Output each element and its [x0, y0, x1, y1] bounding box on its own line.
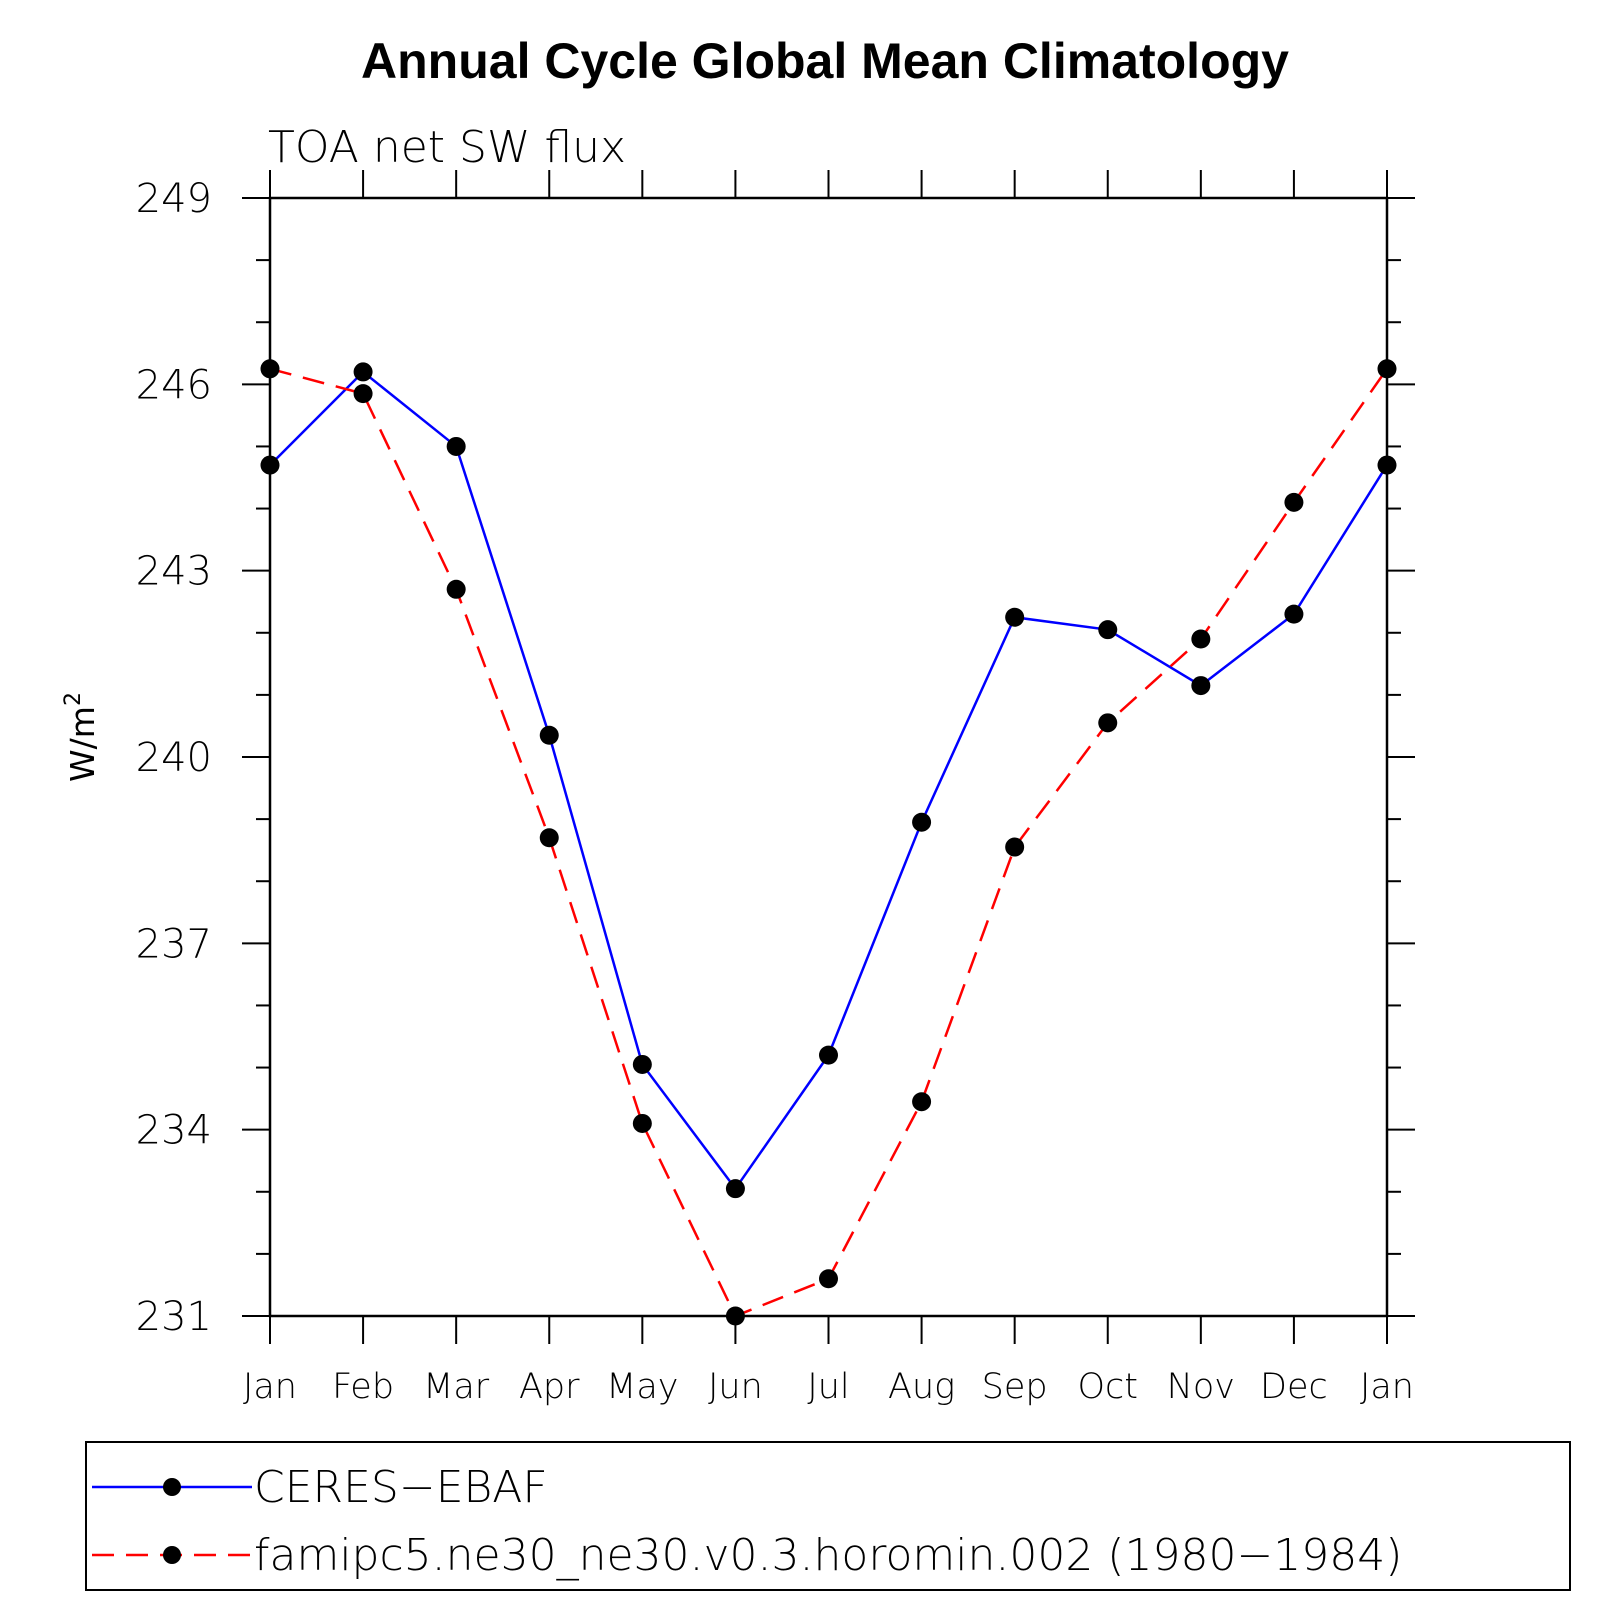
y-axis-label-superscript: 2	[61, 692, 86, 706]
data-point	[1191, 629, 1211, 649]
data-point	[260, 455, 280, 475]
legend-entry-0: CERES−EBAF	[92, 1462, 548, 1513]
legend-box	[85, 1441, 1571, 1591]
chart-subtitle: TOA net SW flux	[268, 122, 626, 173]
x-tick-label: Jan	[243, 1367, 297, 1407]
data-point	[353, 362, 373, 382]
y-tick-label: 231	[136, 1294, 212, 1340]
x-tick-label: Apr	[519, 1367, 580, 1407]
axes: 231 234 237 240 243 246 249 Jan Feb Mar Apr May Jun J…	[136, 170, 1415, 1407]
x-tick-label: Jul	[807, 1367, 849, 1407]
data-point	[539, 828, 559, 848]
series-line	[269, 367, 1389, 1318]
data-point	[725, 1179, 745, 1199]
x-tick-label: Jan	[1360, 1367, 1414, 1407]
x-tick-label: Sep	[982, 1367, 1048, 1407]
data-point	[632, 1054, 652, 1074]
data-point	[1377, 359, 1397, 379]
series-0	[260, 362, 1397, 1199]
y-tick-label: 243	[136, 549, 212, 595]
data-point	[260, 359, 280, 379]
chart-title: Annual Cycle Global Mean Climatology	[361, 33, 1289, 89]
series-line	[269, 370, 1389, 1191]
data-point	[1098, 713, 1118, 733]
data-point	[1005, 837, 1025, 857]
data-point	[725, 1306, 745, 1326]
series-layer	[260, 359, 1397, 1326]
data-point	[1284, 492, 1304, 512]
legend-marker-ceres-ebaf	[163, 1478, 181, 1496]
legend-label-ceres-ebaf: CERES−EBAF	[254, 1462, 548, 1513]
data-point	[1377, 455, 1397, 475]
data-point	[1191, 676, 1211, 696]
data-point	[819, 1045, 838, 1065]
data-point	[632, 1113, 652, 1133]
x-tick-label: Mar	[423, 1367, 490, 1407]
data-point	[912, 1092, 932, 1112]
legend-entry-1: famipc5.ne30_ne30.v0.3.horomin.002 (1980…	[92, 1530, 1402, 1581]
legend: CERES−EBAF famipc5.ne30_ne30.v0.3.horomi…	[85, 1441, 1571, 1591]
legend-marker-famipc5	[163, 1546, 181, 1564]
x-tick-label: Aug	[888, 1367, 955, 1407]
series-1	[260, 359, 1397, 1326]
x-tick-label: Nov	[1167, 1367, 1235, 1407]
x-tick-label: Oct	[1077, 1367, 1138, 1407]
data-point	[539, 725, 559, 745]
data-point	[1005, 607, 1025, 627]
y-axis-label: W/m2	[61, 692, 102, 782]
y-tick-label: 246	[136, 362, 212, 408]
y-tick-label: 237	[136, 921, 212, 967]
y-tick-label: 240	[136, 735, 212, 781]
data-point	[1284, 604, 1304, 624]
x-tick-label: May	[606, 1367, 678, 1407]
x-tick-label: Jun	[708, 1367, 763, 1407]
y-tick-label: 234	[136, 1108, 212, 1154]
legend-label-famipc5: famipc5.ne30_ne30.v0.3.horomin.002 (1980…	[254, 1530, 1402, 1581]
data-point	[353, 384, 373, 404]
plot-frame	[268, 196, 1389, 1318]
data-point	[1098, 620, 1118, 640]
x-tick-label: Dec	[1260, 1367, 1328, 1407]
x-tick-label: Feb	[332, 1367, 394, 1407]
data-point	[819, 1269, 838, 1289]
y-tick-label: 249	[136, 176, 212, 222]
data-point	[446, 436, 466, 456]
svg-text:W/m2: W/m2	[61, 692, 102, 782]
y-axis-label-base: W/m	[63, 706, 102, 782]
data-point	[912, 812, 932, 832]
data-point	[446, 579, 466, 599]
